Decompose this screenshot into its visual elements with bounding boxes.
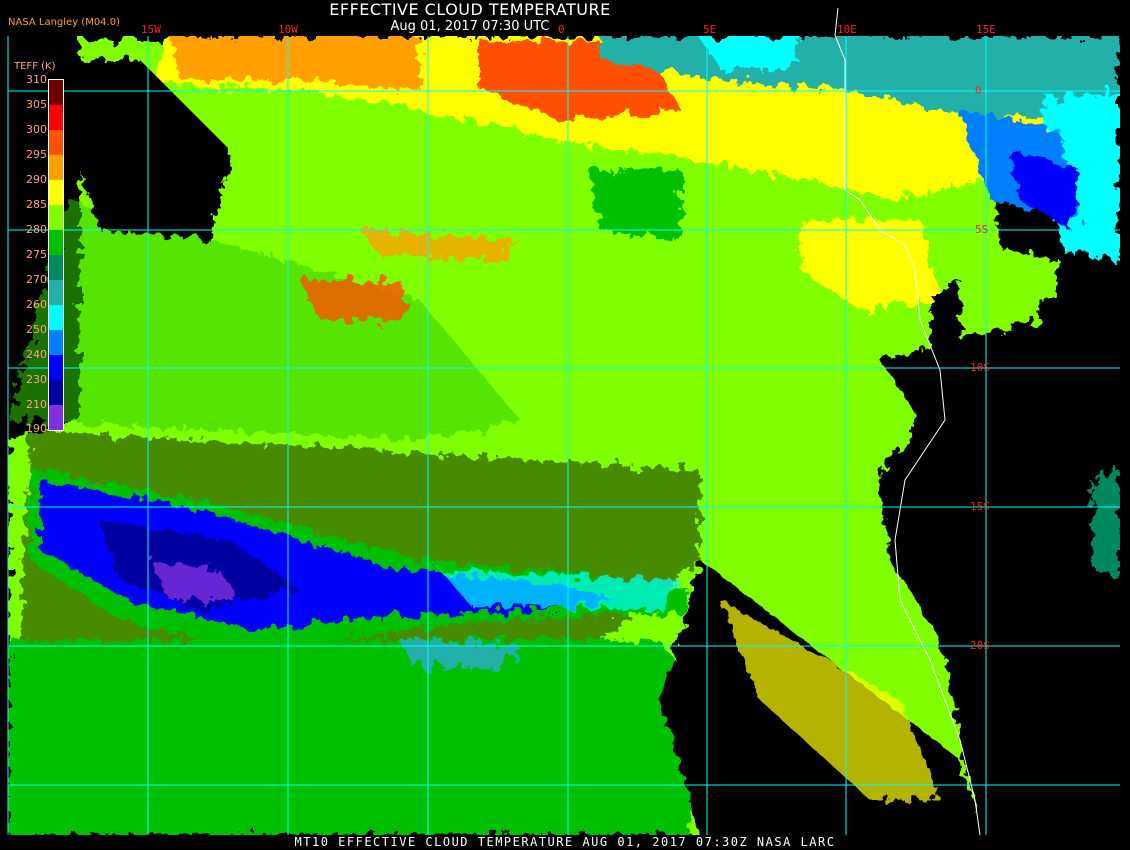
legend-value: 290 xyxy=(26,173,47,186)
legend-swatch xyxy=(49,230,63,255)
legend-swatch xyxy=(49,155,63,180)
legend-value: 250 xyxy=(26,323,47,336)
legend-swatch xyxy=(49,105,63,130)
legend-value: 190 xyxy=(26,422,47,435)
lon-label-15e: 15E xyxy=(976,23,996,36)
lat-label-5s: 5S xyxy=(975,223,989,236)
legend-value: 285 xyxy=(26,198,47,211)
legend-value: 240 xyxy=(26,348,47,361)
lon-label-10e: 10E xyxy=(837,23,857,36)
legend-swatch xyxy=(49,130,63,155)
legend-swatch xyxy=(49,80,63,105)
lat-label-10s: 10S xyxy=(970,361,990,374)
legend-value: 275 xyxy=(26,248,47,261)
satellite-imagery xyxy=(8,36,1120,835)
lon-label-10w: 10W xyxy=(278,23,298,36)
legend-swatch xyxy=(49,180,63,205)
lon-label-0: 0 xyxy=(558,23,565,36)
lon-label-5e: 5E xyxy=(703,23,717,36)
lat-label-15s: 15S xyxy=(970,500,990,513)
color-legend-bar xyxy=(48,79,64,431)
legend-swatch xyxy=(49,255,63,280)
legend-value: 280 xyxy=(26,223,47,236)
lon-label-15w: 15W xyxy=(141,23,161,36)
legend-swatch xyxy=(49,405,63,430)
coastline xyxy=(834,7,981,836)
legend-swatch xyxy=(49,305,63,330)
legend-title: TEFF (K) xyxy=(14,61,56,72)
legend-swatch xyxy=(49,205,63,230)
legend-value: 310 xyxy=(26,73,47,86)
legend-swatch xyxy=(49,380,63,405)
legend-value: 260 xyxy=(26,298,47,311)
lat-label-20s: 20S xyxy=(970,639,990,652)
lat-lon-grid xyxy=(7,36,1120,835)
legend-swatch xyxy=(49,330,63,355)
legend-swatch xyxy=(49,280,63,305)
footer-caption: MT10 EFFECTIVE CLOUD TEMPERATURE AUG 01,… xyxy=(294,835,836,849)
organization-label: NASA Langley (M04.0) xyxy=(8,17,120,28)
legend-value: 305 xyxy=(26,98,47,111)
map-timestamp: Aug 01, 2017 07:30 UTC xyxy=(390,19,550,34)
legend-swatch xyxy=(49,355,63,380)
legend-value: 295 xyxy=(26,148,47,161)
legend-value: 270 xyxy=(26,273,47,286)
lat-label-0: 0 xyxy=(975,84,982,97)
legend-value: 300 xyxy=(26,123,47,136)
legend-value: 210 xyxy=(26,398,47,411)
map-title: EFFECTIVE CLOUD TEMPERATURE xyxy=(329,0,611,19)
legend-value: 230 xyxy=(26,373,47,386)
